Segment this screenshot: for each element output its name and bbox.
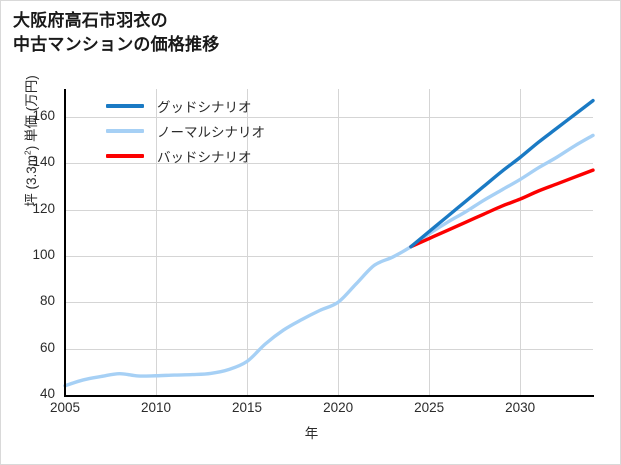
gridline-horizontal (65, 116, 593, 118)
y-tick-label: 100 (32, 246, 55, 262)
y-tick-label: 160 (32, 107, 55, 123)
series-line (409, 98, 595, 249)
x-tick-label: 2030 (505, 400, 536, 415)
gridline-horizontal (65, 302, 593, 304)
legend-item-label: バッドシナリオ (157, 149, 252, 165)
y-tick-label: 140 (32, 154, 55, 170)
x-axis-line (64, 395, 594, 397)
y-tick-label: 120 (32, 200, 55, 216)
y-tick-label: 60 (39, 339, 55, 355)
x-tick-label: 2025 (414, 400, 445, 415)
legend-color-swatch (106, 103, 144, 108)
series-layer (63, 98, 595, 388)
plot-area (63, 89, 595, 396)
gridline-vertical (156, 89, 158, 395)
chart-legend: グッドシナリオ ノーマルシナリオ バッドシナリオ (106, 93, 336, 168)
legend-item[interactable]: バッドシナリオ (106, 143, 336, 168)
x-tick-label: 2005 (49, 400, 81, 415)
chart-title: 大阪府高石市羽衣の 中古マンションの価格推移 (13, 11, 220, 55)
legend-item[interactable]: ノーマルシナリオ (106, 118, 336, 143)
x-tick-label: 2010 (141, 400, 172, 415)
legend-color-swatch (106, 128, 144, 133)
gridline-horizontal (65, 255, 593, 257)
gridline-vertical (520, 89, 522, 395)
gridline-vertical (429, 89, 431, 395)
legend-item[interactable]: グッドシナリオ (106, 93, 336, 118)
gridline-vertical (247, 89, 249, 395)
y-tick-label: 80 (39, 293, 55, 309)
x-tick-label: 2015 (232, 400, 263, 415)
y-tick-label: 40 (39, 386, 55, 401)
gridline-vertical (338, 89, 340, 395)
legend-color-swatch (106, 153, 144, 158)
series-line (409, 168, 595, 249)
gridline-horizontal (65, 348, 593, 350)
legend-item-label: ノーマルシナリオ (157, 124, 265, 140)
gridline-horizontal (65, 209, 593, 211)
y-axis-title: 坪 (3.3m2) 単価 (万円) (22, 75, 40, 207)
legend-item-label: グッドシナリオ (157, 99, 252, 115)
x-tick-label: 2020 (323, 400, 354, 415)
x-axis-title: 年 (304, 426, 319, 441)
gridline-horizontal (65, 163, 593, 165)
y-axis-line (64, 89, 66, 396)
series-line (63, 133, 595, 388)
